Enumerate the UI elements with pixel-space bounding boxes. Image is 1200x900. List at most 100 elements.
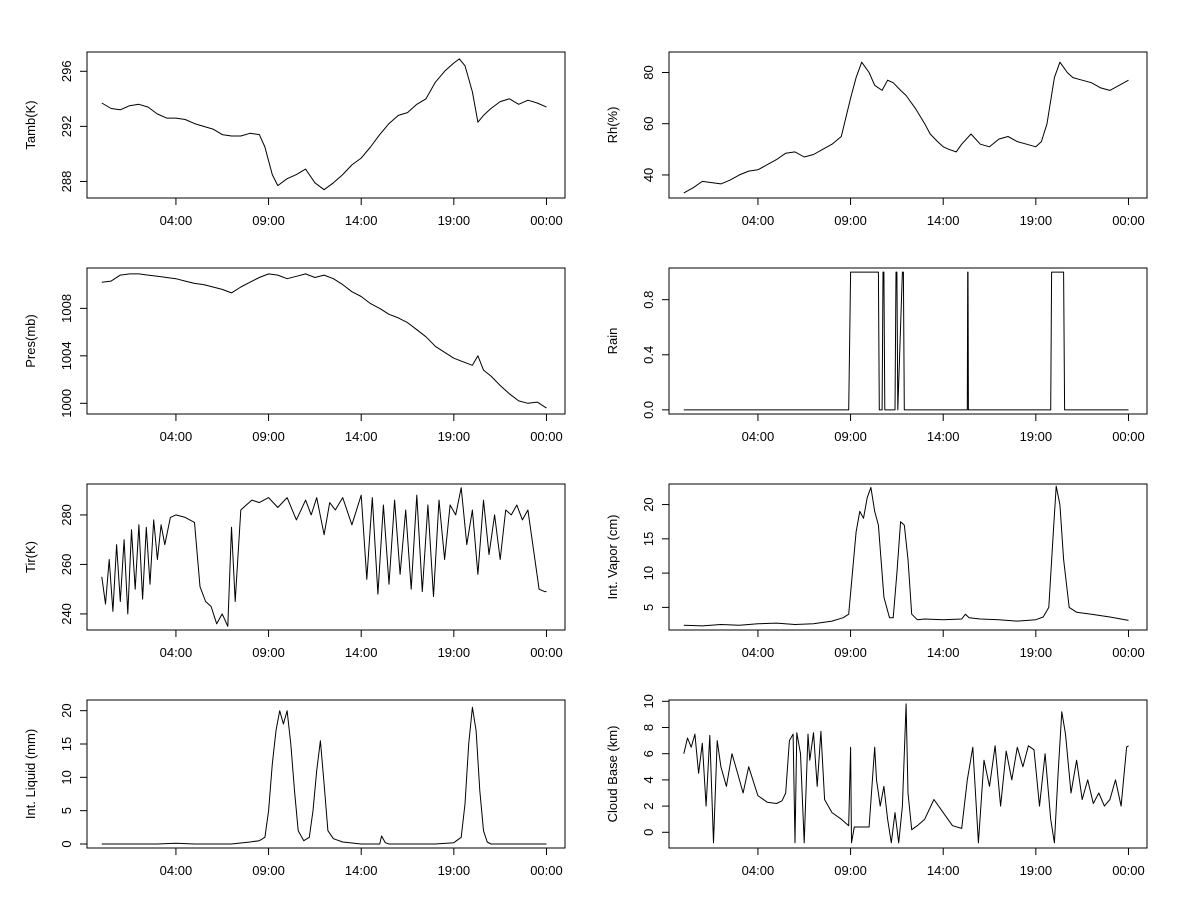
x-tick-label: 09:00 <box>252 645 285 660</box>
panel-tamb: 04:00 09:00 14:00 19:00 00:00 288 292 296 Tamb(K… <box>23 51 566 228</box>
y-tick-label: 8 <box>641 724 656 731</box>
x-tick-label: 14:00 <box>345 645 378 660</box>
x-tick-label: 04:00 <box>742 863 775 878</box>
y-tick-label: 260 <box>59 554 74 576</box>
y-tick-label: 10 <box>641 566 656 580</box>
y-tick-label: 0 <box>59 840 74 847</box>
x-tick-label: 19:00 <box>438 213 471 228</box>
x-tick-label: 09:00 <box>252 429 285 444</box>
plot-frame <box>668 51 1148 199</box>
x-tick-label: 00:00 <box>1112 863 1145 878</box>
y-tick-label: 40 <box>641 168 656 182</box>
x-tick-label: 09:00 <box>834 213 867 228</box>
y-tick-label: 5 <box>59 807 74 814</box>
series-line-pres <box>101 273 547 409</box>
y-tick-label: 0.0 <box>641 401 656 419</box>
x-tick-label: 14:00 <box>345 213 378 228</box>
y-axis-label: Pres(mb) <box>23 314 38 367</box>
y-tick-label: 10 <box>59 770 74 784</box>
series-line-rain <box>683 271 1129 411</box>
x-tick-label: 04:00 <box>742 213 775 228</box>
x-tick-label: 09:00 <box>834 645 867 660</box>
x-tick-label: 14:00 <box>927 645 960 660</box>
plot-frame <box>668 483 1148 631</box>
panel-vapor: 04:00 09:00 14:00 19:00 00:00 5 10 15 20 Int. Vap… <box>605 483 1148 660</box>
x-tick-label: 14:00 <box>927 429 960 444</box>
x-tick-label: 14:00 <box>927 213 960 228</box>
series-line-tir <box>101 487 547 627</box>
y-tick-label: 296 <box>59 60 74 82</box>
panel-tir: 04:00 09:00 14:00 19:00 00:00 240 260 280 Tir(K) <box>23 483 566 660</box>
y-tick-label: 5 <box>641 604 656 611</box>
y-tick-label: 4 <box>641 776 656 783</box>
x-tick-label: 04:00 <box>742 645 775 660</box>
y-tick-label: 292 <box>59 116 74 138</box>
y-axis-label: Tir(K) <box>23 541 38 573</box>
x-tick-label: 09:00 <box>252 213 285 228</box>
series-line-rh <box>683 61 1129 194</box>
x-tick-label: 00:00 <box>1112 213 1145 228</box>
y-tick-label: 6 <box>641 750 656 757</box>
x-tick-label: 19:00 <box>1020 213 1053 228</box>
y-axis-label: Tamb(K) <box>23 100 38 149</box>
x-tick-label: 00:00 <box>1112 429 1145 444</box>
y-axis-label: Rain <box>605 328 620 355</box>
y-tick-label: 240 <box>59 603 74 625</box>
panel-cloudbase: 04:00 09:00 14:00 19:00 00:00 0 2 4 6 8 10 Cloud Ba… <box>605 694 1148 878</box>
panel-pres: 04:00 09:00 14:00 19:00 00:00 1000 1004 1008 Pre… <box>23 267 566 444</box>
plot-frame <box>668 699 1148 849</box>
y-tick-label: 60 <box>641 116 656 130</box>
x-tick-label: 09:00 <box>834 429 867 444</box>
x-tick-label: 00:00 <box>1112 645 1145 660</box>
x-tick-label: 00:00 <box>530 213 563 228</box>
x-tick-label: 04:00 <box>742 429 775 444</box>
x-tick-label: 19:00 <box>438 645 471 660</box>
x-tick-label: 14:00 <box>927 863 960 878</box>
y-tick-label: 0 <box>641 829 656 836</box>
x-tick-label: 04:00 <box>160 429 193 444</box>
panel-rain: 04:00 09:00 14:00 19:00 00:00 0.0 0.4 0.8 Rain <box>605 267 1148 444</box>
plot-frame <box>86 699 566 849</box>
x-tick-label: 04:00 <box>160 213 193 228</box>
y-axis-label: Int. Vapor (cm) <box>605 514 620 599</box>
y-tick-label: 1000 <box>59 389 74 418</box>
series-line-cloudbase <box>683 703 1129 844</box>
x-tick-label: 19:00 <box>1020 863 1053 878</box>
x-tick-label: 19:00 <box>1020 645 1053 660</box>
y-axis-label: Int. Liquid (mm) <box>23 729 38 819</box>
y-axis-label: Cloud Base (km) <box>605 726 620 823</box>
y-tick-label: 0.4 <box>641 346 656 364</box>
x-tick-label: 00:00 <box>530 429 563 444</box>
x-tick-label: 19:00 <box>438 863 471 878</box>
series-line-liquid <box>101 706 547 845</box>
y-tick-label: 1004 <box>59 341 74 370</box>
x-tick-label: 04:00 <box>160 645 193 660</box>
plot-frame <box>86 483 566 631</box>
x-tick-label: 09:00 <box>252 863 285 878</box>
y-tick-label: 20 <box>641 497 656 511</box>
x-tick-label: 14:00 <box>345 429 378 444</box>
x-tick-label: 00:00 <box>530 645 563 660</box>
y-tick-label: 288 <box>59 171 74 193</box>
y-tick-label: 0.8 <box>641 291 656 309</box>
y-tick-label: 15 <box>59 737 74 751</box>
y-tick-label: 15 <box>641 532 656 546</box>
y-tick-label: 280 <box>59 504 74 526</box>
panel-rh: 04:00 09:00 14:00 19:00 00:00 40 60 80 Rh(%) <box>605 51 1148 228</box>
plot-frame <box>668 267 1148 415</box>
y-axis-label: Rh(%) <box>605 107 620 144</box>
x-tick-label: 19:00 <box>1020 429 1053 444</box>
plot-frame <box>86 51 566 199</box>
series-line-vapor <box>683 485 1129 627</box>
series-line-tamb <box>101 58 547 191</box>
y-tick-label: 20 <box>59 703 74 717</box>
x-tick-label: 04:00 <box>160 863 193 878</box>
x-tick-label: 00:00 <box>530 863 563 878</box>
y-tick-label: 10 <box>641 694 656 708</box>
x-tick-label: 09:00 <box>834 863 867 878</box>
panel-liquid: 04:00 09:00 14:00 19:00 00:00 0 5 10 15 20 Int. Li… <box>23 699 566 878</box>
y-tick-label: 1008 <box>59 294 74 323</box>
plot-frame <box>86 267 566 415</box>
y-tick-label: 2 <box>641 802 656 809</box>
